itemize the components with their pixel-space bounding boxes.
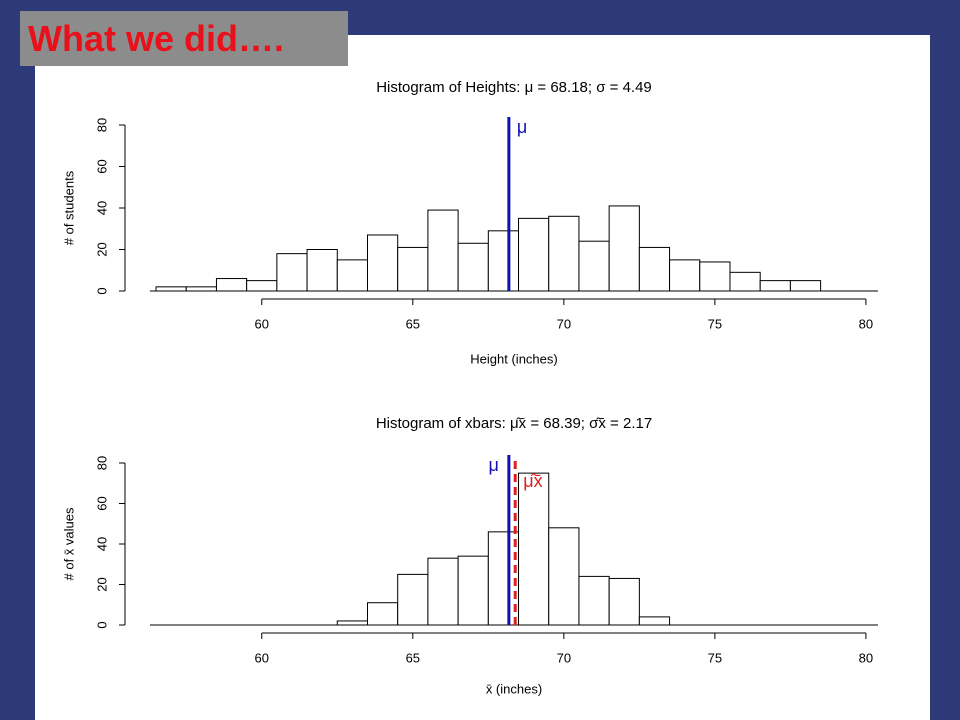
x-tick-label: 75 [708, 650, 722, 665]
bar [487, 230, 520, 292]
y-tick-label: 80 [94, 456, 109, 470]
x-tick-label: 70 [557, 650, 571, 665]
bar [638, 246, 671, 292]
bar [608, 577, 640, 626]
bar [759, 280, 791, 292]
y-tick-label: 80 [94, 118, 109, 132]
bar [215, 278, 248, 292]
bar [699, 261, 731, 292]
slide-title: What we did…. [20, 11, 348, 66]
y-tick-label: 60 [94, 496, 109, 510]
bar [276, 253, 308, 292]
bar [366, 234, 399, 292]
chart-title: Histogram of Heights: μ = 68.18; σ = 4.4… [376, 79, 652, 96]
x-tick-label: 70 [557, 316, 571, 331]
y-tick-label: 40 [94, 201, 109, 215]
x-axis-label: x̄ (inches) [486, 681, 542, 696]
bar [729, 271, 761, 292]
bar [457, 555, 489, 626]
bar [246, 280, 278, 292]
chart-title: Histogram of xbars: μ̂x̄ = 68.39; σ̂x̄ =… [376, 415, 652, 432]
bar [155, 286, 187, 292]
x-tick-label: 60 [255, 650, 269, 665]
x-tick-label: 60 [255, 316, 269, 331]
y-axis-label: # of x̄ values [61, 507, 76, 580]
bar [608, 205, 640, 292]
bar [548, 215, 580, 292]
y-axis-label: # of students [61, 170, 76, 245]
y-tick-label: 20 [94, 242, 109, 256]
bar [427, 209, 459, 292]
y-tick-label: 20 [94, 577, 109, 591]
bar [518, 472, 550, 626]
bar [669, 259, 701, 292]
bar [336, 259, 368, 292]
bar [185, 286, 217, 292]
reference-label: μ [488, 455, 498, 475]
bar [427, 557, 459, 626]
bar [397, 246, 429, 292]
reference-label: μ [517, 117, 527, 137]
y-tick-label: 60 [94, 159, 109, 173]
bar [336, 620, 368, 626]
y-tick-label: 0 [94, 287, 109, 294]
bar [518, 217, 550, 292]
x-tick-label: 80 [859, 650, 873, 665]
x-tick-label: 75 [708, 316, 722, 331]
bar [638, 616, 671, 626]
bar [457, 242, 489, 292]
x-tick-label: 65 [406, 316, 420, 331]
bar [578, 240, 610, 292]
x-tick-label: 80 [859, 316, 873, 331]
x-axis-label: Height (inches) [470, 351, 557, 366]
reference-label: μ̂x̄ [523, 471, 542, 491]
bar [548, 527, 580, 626]
bar [397, 573, 429, 626]
x-tick-label: 65 [406, 650, 420, 665]
bar [789, 280, 822, 292]
bar [366, 602, 399, 626]
bar [578, 575, 610, 626]
bar [306, 249, 338, 292]
y-tick-label: 0 [94, 621, 109, 628]
y-tick-label: 40 [94, 537, 109, 551]
